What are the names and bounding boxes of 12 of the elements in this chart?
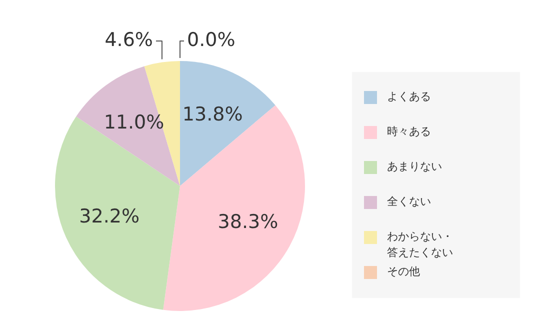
- data-label: 4.6%: [104, 28, 153, 51]
- text: 0.0%: [187, 28, 236, 51]
- data-label: 13.8%: [182, 104, 243, 126]
- legend-label: 全くない: [387, 194, 432, 210]
- data-label: 11.0%: [104, 112, 164, 134]
- data-label: 32.2%: [79, 206, 140, 228]
- legend-label: よくある: [387, 89, 432, 105]
- legend-label: その他: [387, 264, 421, 280]
- legend-label: 時々ある: [387, 124, 432, 140]
- data-label: 38.3%: [218, 211, 278, 234]
- legend-label: わからない・答えたくない: [387, 229, 454, 261]
- legend-label: あまりない: [387, 159, 443, 175]
